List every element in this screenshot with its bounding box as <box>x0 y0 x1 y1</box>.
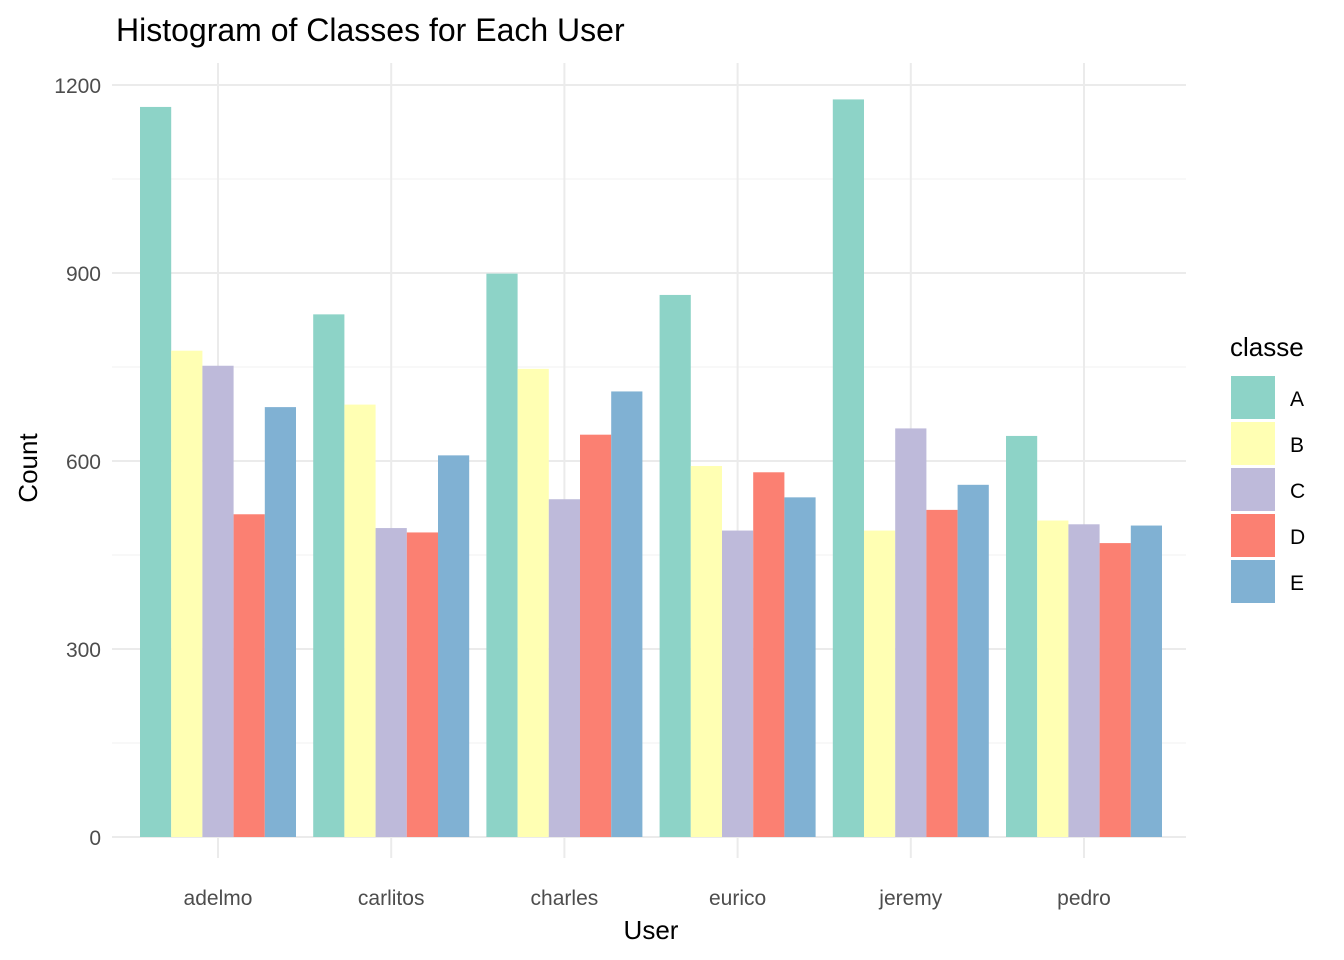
bar-pedro-E <box>1130 525 1162 837</box>
y-axis-ticks: 0 300 600 900 1200 <box>54 75 101 850</box>
legend-label-D: D <box>1290 526 1305 549</box>
y-tick-label: 900 <box>66 263 101 286</box>
y-tick-label: 1200 <box>54 75 101 98</box>
bar-charles-C <box>548 499 580 837</box>
y-tick-label: 300 <box>66 639 101 662</box>
bar-charles-B <box>517 368 549 837</box>
bar-adelmo-C <box>202 365 234 837</box>
legend-label-C: C <box>1290 480 1305 503</box>
x-tick-label: eurico <box>709 887 766 910</box>
x-tick-label: jeremy <box>878 887 943 910</box>
bar-charles-A <box>486 273 518 837</box>
bar-eurico-C <box>722 530 754 837</box>
x-axis-ticks: adelmo carlitos charles eurico jeremy pedro <box>184 887 1111 910</box>
legend-key-E <box>1231 560 1275 603</box>
legend-key-C <box>1231 468 1275 511</box>
legend-label-A: A <box>1290 388 1304 411</box>
bar-carlitos-A <box>313 314 345 837</box>
bar-eurico-B <box>690 466 722 837</box>
legend-key-B <box>1231 422 1275 465</box>
x-tick-label: charles <box>531 887 599 910</box>
x-tick-label: carlitos <box>358 887 425 910</box>
y-tick-label: 0 <box>89 827 101 850</box>
bar-pedro-A <box>1006 435 1038 837</box>
y-tick-label: 600 <box>66 451 101 474</box>
bars <box>140 99 1162 837</box>
legend-label-E: E <box>1290 572 1304 595</box>
bar-pedro-C <box>1068 524 1100 837</box>
x-axis-title: User <box>624 915 679 945</box>
bar-eurico-A <box>659 294 691 837</box>
legend-label-B: B <box>1290 434 1304 457</box>
bar-adelmo-E <box>264 407 296 837</box>
x-tick-label: pedro <box>1057 887 1111 910</box>
bar-charles-D <box>580 434 612 837</box>
bar-adelmo-A <box>140 106 172 837</box>
bar-carlitos-D <box>406 532 438 837</box>
bar-carlitos-E <box>438 455 470 837</box>
bar-carlitos-B <box>344 404 376 837</box>
bar-jeremy-E <box>957 484 989 837</box>
legend-key-D <box>1231 514 1275 557</box>
bar-jeremy-D <box>926 509 958 837</box>
bar-jeremy-B <box>864 530 896 837</box>
bar-carlitos-C <box>375 528 407 837</box>
y-axis-title: Count <box>13 433 43 503</box>
legend-key-A <box>1231 376 1275 419</box>
bar-eurico-E <box>784 497 816 837</box>
bar-adelmo-B <box>171 350 203 837</box>
bar-pedro-B <box>1037 520 1069 837</box>
bar-eurico-D <box>753 472 785 837</box>
chart-title: Histogram of Classes for Each User <box>116 12 625 48</box>
bar-pedro-D <box>1099 543 1131 837</box>
legend-title: classe <box>1230 332 1304 362</box>
bar-adelmo-D <box>233 514 265 837</box>
x-tick-label: adelmo <box>184 887 253 910</box>
bar-jeremy-A <box>832 99 864 837</box>
bar-jeremy-C <box>895 428 927 837</box>
bar-charles-E <box>611 391 643 837</box>
